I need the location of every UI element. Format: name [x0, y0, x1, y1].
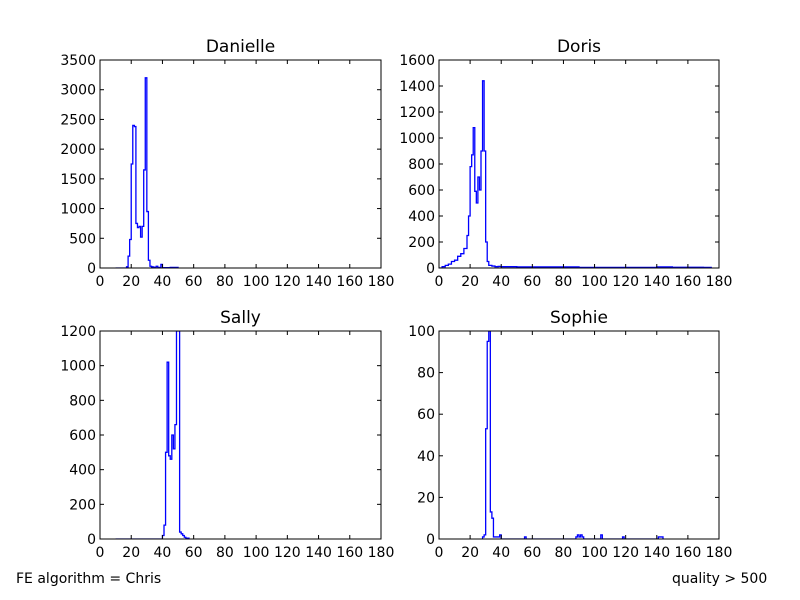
- axes-frame: [99, 59, 382, 269]
- x-tick-label: 100: [581, 545, 608, 560]
- x-tick-label: 40: [154, 545, 172, 560]
- y-tick-label: 60: [417, 407, 435, 423]
- x-tick-label: 80: [216, 545, 234, 560]
- y-tick-label: 800: [408, 157, 435, 173]
- x-tick-label: 120: [274, 545, 301, 560]
- x-tick-label: 20: [461, 545, 479, 560]
- x-tick-label: 60: [185, 545, 203, 560]
- y-tick-label: 500: [69, 231, 96, 247]
- x-tick-label: 180: [368, 545, 395, 560]
- series-line-sophie: [481, 331, 664, 539]
- x-tick-label: 100: [243, 274, 270, 290]
- y-tick-label: 0: [87, 532, 96, 548]
- footer-right-note: quality > 500: [672, 571, 768, 587]
- x-tick-label: 160: [675, 545, 702, 560]
- y-tick-label: 600: [408, 183, 435, 199]
- x-tick-label: 100: [243, 545, 270, 560]
- panel-sally: 0 20 40 60 80 100 120 140 160 180 0 200 400 600 800 100…: [60, 308, 394, 560]
- x-tick-label: 0: [96, 274, 105, 290]
- y-tick-label: 1000: [399, 131, 435, 147]
- series-line-danielle: [115, 77, 179, 268]
- x-tick-label: 0: [435, 274, 444, 290]
- x-tick-label: 180: [706, 545, 733, 560]
- x-tick-label: 140: [305, 545, 332, 560]
- y-tick-label: 1400: [399, 79, 435, 95]
- panel-title: Danielle: [206, 37, 275, 57]
- y-tick-label: 100: [408, 324, 435, 340]
- x-tick-label: 140: [643, 545, 670, 560]
- x-tick-label: 180: [368, 274, 395, 290]
- y-tick-label: 400: [408, 209, 435, 225]
- y-tick-label: 1600: [399, 53, 435, 69]
- axes-frame: [438, 330, 720, 540]
- x-tick-label: 160: [336, 545, 363, 560]
- x-tick-label: 40: [492, 545, 510, 560]
- panel-title: Sally: [220, 308, 261, 328]
- x-tick-label: 40: [154, 274, 172, 290]
- x-tick-label: 140: [643, 274, 670, 290]
- y-tick-label: 3500: [60, 53, 96, 69]
- panel-sophie: 0 20 40 60 80 100 120 140 160 180 0 20 40 60 80 100 Soph…: [408, 308, 732, 560]
- y-tick-label: 1500: [60, 172, 96, 188]
- x-tick-label: 160: [675, 274, 702, 290]
- y-tick-label: 0: [87, 261, 96, 277]
- y-tick-label: 200: [408, 235, 435, 251]
- histogram-grid: 0 20 40 60 80 100 120 140 160 1800500100015002000…: [60, 37, 732, 560]
- y-tick-label: 1000: [60, 359, 96, 375]
- y-tick-label: 20: [417, 490, 435, 506]
- y-tick-label: 2500: [60, 112, 96, 128]
- x-tick-label: 140: [305, 274, 332, 290]
- panel-danielle: 0 20 40 60 80 100 120 140 160 180 0 500 1000 1500 2000…: [60, 37, 394, 290]
- panel-doris: 0 20 40 60 80 100 120 140 160 180 0 200 400 600 800 100…: [399, 37, 732, 290]
- y-tick-label: 3000: [60, 83, 96, 99]
- x-tick-label: 80: [555, 545, 573, 560]
- x-tick-label: 20: [122, 545, 140, 560]
- x-tick-label: 120: [612, 545, 639, 560]
- x-tick-label: 0: [435, 545, 444, 560]
- x-tick-label: 80: [555, 274, 573, 290]
- axes-frame: [99, 330, 382, 540]
- x-tick-label: 180: [706, 274, 733, 290]
- y-tick-label: 1200: [60, 324, 96, 340]
- footer-left-note: FE algorithm = Chris: [16, 571, 162, 587]
- y-tick-label: 400: [69, 463, 96, 479]
- series-line-sally: [115, 331, 190, 539]
- x-tick-label: 160: [336, 274, 363, 290]
- x-tick-label: 120: [612, 274, 639, 290]
- x-tick-label: 0: [96, 545, 105, 560]
- x-tick-label: 20: [122, 274, 140, 290]
- panel-title: Sophie: [550, 308, 608, 328]
- x-tick-label: 60: [185, 274, 203, 290]
- y-tick-label: 1000: [60, 202, 96, 218]
- y-tick-label: 600: [69, 428, 96, 444]
- series-line-doris: [439, 80, 712, 268]
- y-tick-label: 0: [426, 532, 435, 548]
- y-tick-label: 200: [69, 497, 96, 513]
- x-tick-label: 120: [274, 274, 301, 290]
- x-tick-label: 100: [581, 274, 608, 290]
- y-tick-label: 0: [426, 261, 435, 277]
- x-tick-label: 40: [492, 274, 510, 290]
- y-tick-label: 40: [417, 449, 435, 465]
- x-tick-label: 60: [523, 545, 541, 560]
- y-tick-label: 2000: [60, 142, 96, 158]
- x-tick-label: 80: [216, 274, 234, 290]
- x-tick-label: 60: [523, 274, 541, 290]
- panel-title: Doris: [557, 37, 601, 57]
- y-tick-label: 80: [417, 366, 435, 382]
- y-tick-label: 800: [69, 393, 96, 409]
- x-tick-label: 20: [461, 274, 479, 290]
- y-tick-label: 1200: [399, 105, 435, 121]
